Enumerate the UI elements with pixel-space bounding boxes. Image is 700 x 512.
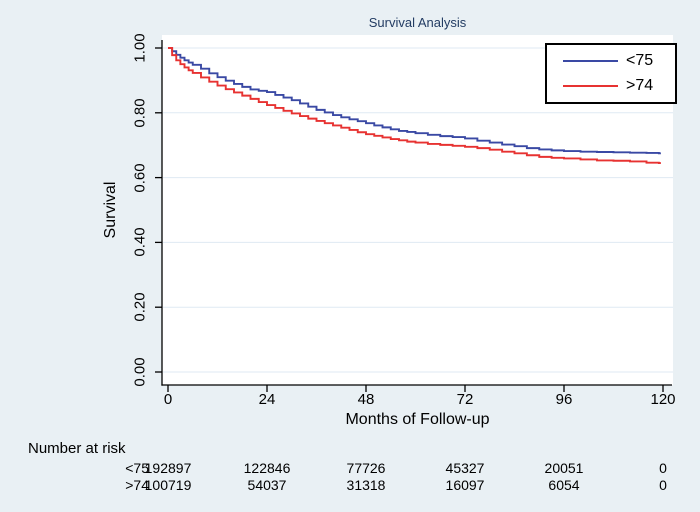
risk-value: 77726 [346, 460, 386, 476]
survival-curve->74 [168, 47, 661, 164]
y-tick-label-0.40: 0.40 [131, 227, 149, 257]
risk-value: 6054 [548, 477, 580, 493]
legend-line-swatch-blue [563, 60, 618, 62]
legend-item-under75: <75 [547, 52, 675, 70]
risk-value: 0 [659, 477, 667, 493]
risk-value: 100719 [144, 477, 192, 493]
y-tick-label-0.60: 0.60 [131, 163, 149, 193]
legend-label-under75: <75 [626, 52, 654, 69]
risk-value: 192897 [144, 460, 192, 476]
y-tick-label-1.00: 1.00 [131, 33, 149, 63]
chart-title: Survival Analysis [368, 15, 467, 30]
y-tick-label-0.00: 0.00 [131, 357, 149, 387]
risk-value: 31318 [346, 477, 386, 493]
x-tick-label-24: 24 [258, 391, 276, 408]
number-at-risk-header: Number at risk [28, 440, 126, 457]
risk-row-label-under75: <75 [125, 460, 149, 476]
legend: <75 >74 [545, 43, 677, 104]
risk-value: 16097 [445, 477, 485, 493]
x-tick-label-48: 48 [357, 391, 375, 408]
x-tick-label-0: 0 [163, 391, 173, 408]
x-tick-label-120: 120 [650, 391, 676, 408]
legend-label-over74: >74 [626, 77, 654, 94]
x-tick-label-72: 72 [456, 391, 474, 408]
x-axis-title: Months of Follow-up [345, 411, 490, 428]
legend-item-over74: >74 [547, 77, 675, 95]
y-axis-title: Survival [102, 181, 119, 239]
risk-value: 0 [659, 460, 667, 476]
x-tick-label-96: 96 [555, 391, 573, 408]
risk-row-label-over74: >74 [125, 477, 149, 493]
risk-value: 45327 [445, 460, 485, 476]
risk-value: 54037 [247, 477, 287, 493]
y-tick-label-0.80: 0.80 [131, 98, 149, 128]
risk-value: 122846 [243, 460, 291, 476]
risk-value: 20051 [544, 460, 584, 476]
survival-curve-<75 [168, 47, 661, 155]
y-tick-label-0.20: 0.20 [131, 292, 149, 322]
legend-line-swatch-red [563, 85, 618, 87]
